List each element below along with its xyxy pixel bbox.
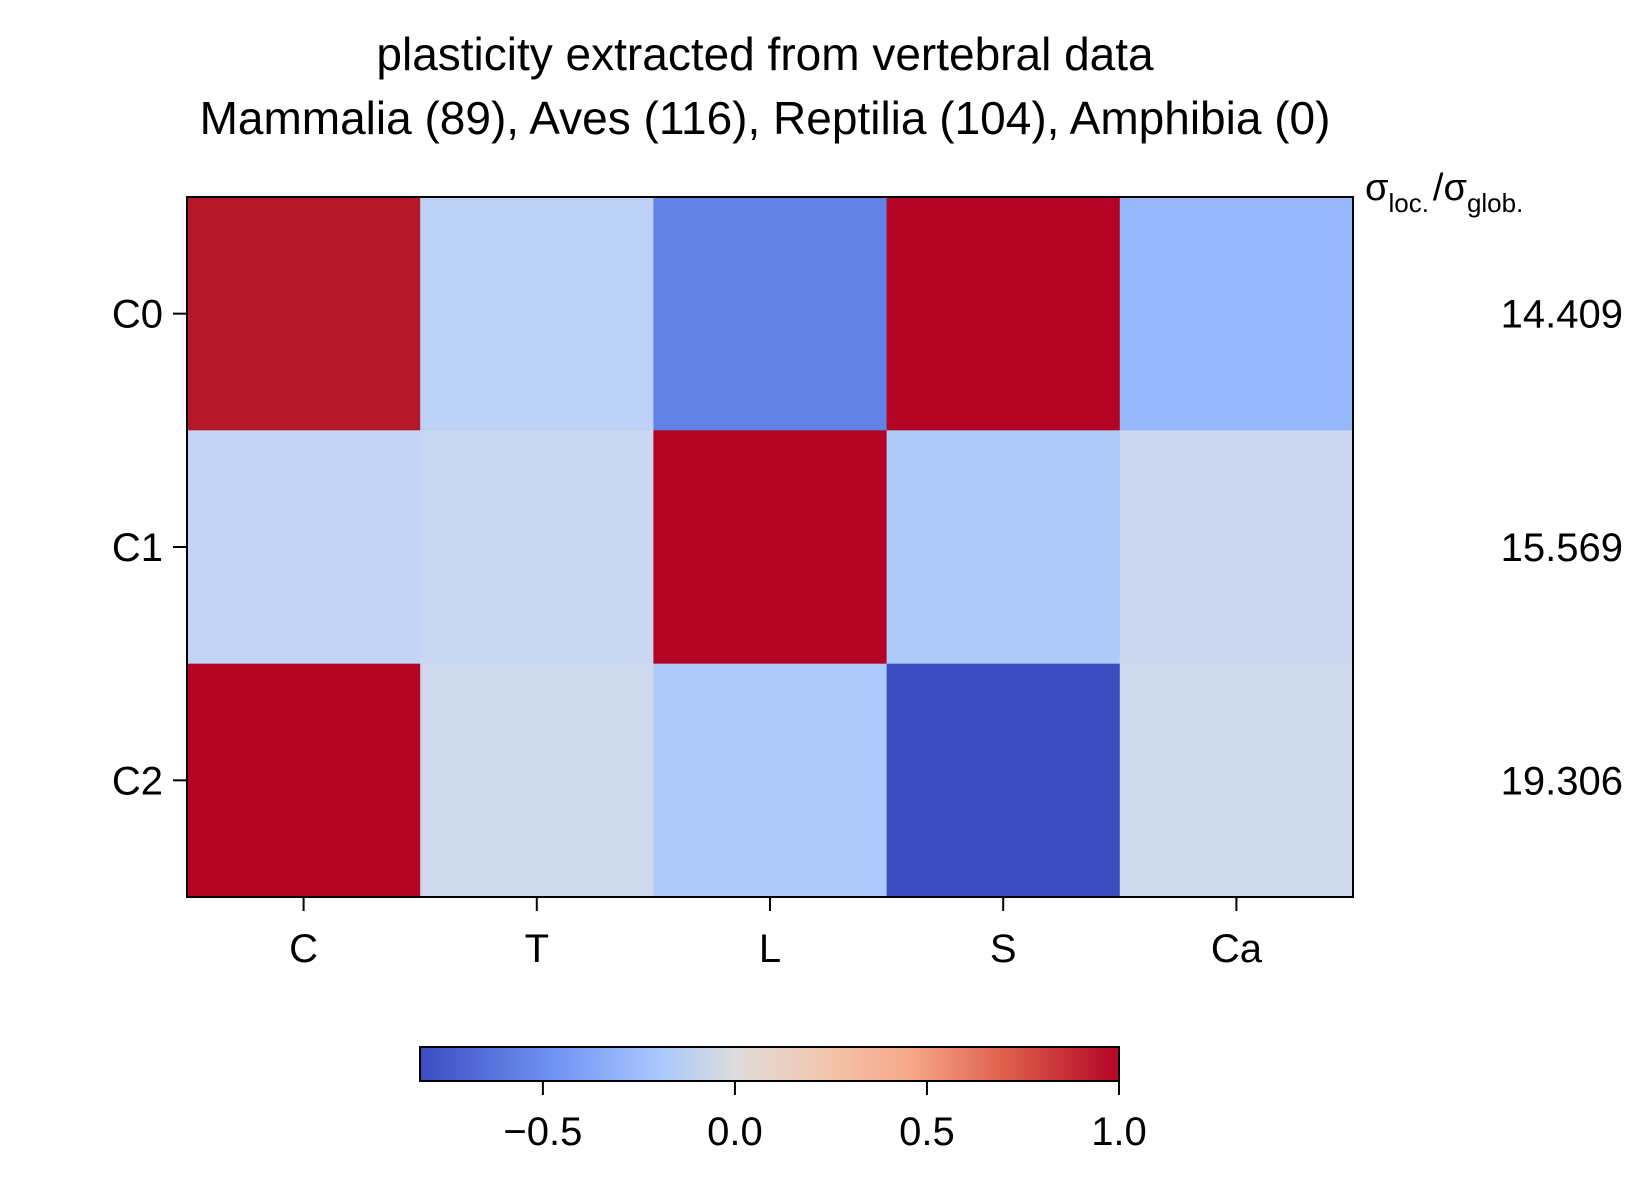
heatmap-cell-C1-C (187, 430, 421, 665)
x-tick-label-Ca: Ca (1211, 927, 1263, 971)
heatmap-cell-C1-S (886, 430, 1121, 665)
x-tick-label-T: T (525, 927, 549, 971)
right-column-value-C1: 15.569 (1501, 526, 1623, 570)
heatmap-cell-C0-C (187, 197, 421, 431)
heatmap-cell-C0-L (653, 197, 888, 431)
slash-symbol: / (1433, 167, 1444, 209)
heatmap-cell-C0-T (420, 197, 654, 431)
colorbar-tick-label: 0.0 (707, 1110, 763, 1154)
y-tick-label-C0: C0 (112, 293, 163, 337)
colorbar-ticks: −0.5 0.0 0.5 1.0 (503, 1081, 1147, 1154)
heatmap-cell-C1-T (420, 430, 654, 665)
colorbar (419, 1046, 1120, 1082)
right-column-value-C2: 19.306 (1501, 759, 1623, 803)
right-column-values: 14.409 15.569 19.306 (1501, 293, 1623, 804)
sigma-loc-subscript: loc. (1388, 188, 1428, 218)
heatmap-cell-C2-T (420, 663, 654, 898)
heatmap-cell-C0-Ca (1119, 197, 1354, 431)
y-tick-label-C1: C1 (112, 526, 163, 570)
x-tick-label-S: S (990, 927, 1017, 971)
heatmap-cell-C0-S (886, 197, 1121, 431)
x-tick-label-L: L (759, 927, 781, 971)
y-axis: C0 C1 C2 (112, 293, 187, 803)
x-axis: C T L S Ca (289, 897, 1263, 971)
colorbar-tick-label: 1.0 (1091, 1110, 1147, 1154)
heatmap-cell-C1-Ca (1119, 430, 1354, 665)
heatmap-cell-C2-S (886, 663, 1121, 898)
chart-title: plasticity extracted from vertebral data (376, 28, 1154, 80)
heatmap-cell-C1-L (653, 430, 888, 665)
heatmap-cell-C2-Ca (1119, 663, 1354, 898)
heatmap-cells (187, 197, 1354, 898)
heatmap-cell-C2-C (187, 663, 421, 898)
y-tick-label-C2: C2 (112, 759, 163, 803)
colorbar-tick-label: −0.5 (503, 1110, 582, 1154)
chart-subtitle: Mammalia (89), Aves (116), Reptilia (104… (200, 92, 1331, 144)
x-tick-label-C: C (289, 927, 318, 971)
sigma-glob-symbol: σ (1443, 167, 1466, 209)
heatmap-cell-C2-L (653, 663, 888, 898)
right-column-value-C0: 14.409 (1501, 293, 1623, 337)
sigma-loc-symbol: σ (1365, 167, 1388, 209)
colorbar-tick-label: 0.5 (899, 1110, 955, 1154)
right-column-label: σloc./σglob. (1365, 167, 1523, 218)
sigma-glob-subscript: glob. (1467, 188, 1523, 218)
